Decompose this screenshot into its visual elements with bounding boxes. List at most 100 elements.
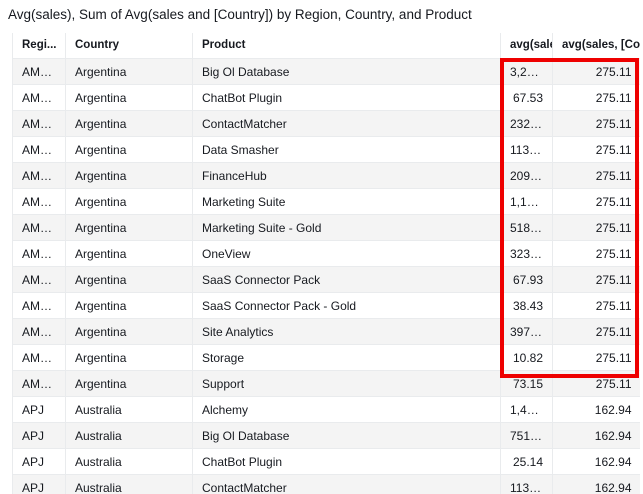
table-cell: Argentina — [65, 162, 193, 189]
column-header-product[interactable]: Product — [192, 33, 501, 59]
table-cell: 67.93 — [500, 266, 553, 293]
table-row[interactable]: AMER Argentina ChatBot Plugin 67.53 275.11 — [12, 84, 640, 111]
table-row[interactable]: AMER Argentina Marketing Suite 1,137.94 275.… — [12, 188, 640, 215]
table-cell: 73.15 — [500, 370, 553, 397]
table-cell: 1,479.97 — [500, 396, 553, 423]
table-row[interactable]: AMER Argentina SaaS Connector Pack 67.93 275… — [12, 266, 640, 293]
table-cell: 323.41 — [500, 240, 553, 267]
table-cell: 275.11 — [552, 188, 640, 215]
table-cell: 232.22 — [500, 110, 553, 137]
table-cell: 162.94 — [552, 422, 640, 449]
table-body: AMER Argentina Big Ol Database 3,299.95 275.… — [12, 58, 640, 494]
table-row[interactable]: AMER Argentina OneView 323.41 275.11 — [12, 240, 640, 267]
table-cell: 162.94 — [552, 396, 640, 423]
table-cell: 162.94 — [552, 448, 640, 475]
table-cell: 275.11 — [552, 136, 640, 163]
table-cell: APJ — [12, 474, 66, 494]
table-cell: 1,137.94 — [500, 188, 553, 215]
table-cell: Argentina — [65, 318, 193, 345]
table-cell: AMER — [12, 188, 66, 215]
table-cell: AMER — [12, 162, 66, 189]
table-cell: 67.53 — [500, 84, 553, 111]
table-cell: Data Smasher — [192, 136, 501, 163]
table-cell: APJ — [12, 396, 66, 423]
table-cell: 275.11 — [552, 292, 640, 319]
table-cell: 3,299.95 — [500, 58, 553, 85]
table-cell: 275.11 — [552, 266, 640, 293]
table-cell: 751.26 — [500, 422, 553, 449]
table-row[interactable]: APJ Australia ContactMatcher 113.16 162.94 — [12, 474, 640, 494]
table-cell: 162.94 — [552, 474, 640, 494]
table-cell: 275.11 — [552, 214, 640, 241]
table-cell: Argentina — [65, 344, 193, 371]
table-cell: Argentina — [65, 110, 193, 137]
table-cell: 275.11 — [552, 344, 640, 371]
column-header-avg-sales-country[interactable]: avg(sales, [Country]) — [552, 33, 640, 59]
table-cell: Storage — [192, 344, 501, 371]
table-cell: AMER — [12, 344, 66, 371]
table-cell: APJ — [12, 448, 66, 475]
table-cell: 518.79 — [500, 214, 553, 241]
table-cell: Australia — [65, 474, 193, 494]
table-cell: 275.11 — [552, 162, 640, 189]
table-row[interactable]: AMER Argentina ContactMatcher 232.22 275.11 — [12, 110, 640, 137]
table-cell: Argentina — [65, 58, 193, 85]
table-cell: AMER — [12, 110, 66, 137]
table-cell: 113.73 — [500, 136, 553, 163]
table-cell: AMER — [12, 370, 66, 397]
table-cell: Support — [192, 370, 501, 397]
table-row[interactable]: APJ Australia ChatBot Plugin 25.14 162.94 — [12, 448, 640, 475]
table-cell: SaaS Connector Pack - Gold — [192, 292, 501, 319]
table-cell: AMER — [12, 58, 66, 85]
table-cell: 275.11 — [552, 370, 640, 397]
table-cell: AMER — [12, 318, 66, 345]
data-table-scroll-area[interactable]: Regi... Country Product avg(sales) avg(s… — [12, 33, 640, 494]
table-cell: ChatBot Plugin — [192, 84, 501, 111]
table-cell: AMER — [12, 240, 66, 267]
table-cell: ChatBot Plugin — [192, 448, 501, 475]
table-row[interactable]: AMER Argentina SaaS Connector Pack - Gold 3… — [12, 292, 640, 319]
column-header-avg-sales[interactable]: avg(sales) — [500, 33, 553, 59]
table-cell: 397.53 — [500, 318, 553, 345]
table-row[interactable]: AMER Argentina Site Analytics 397.53 275.11 — [12, 318, 640, 345]
table-cell: 38.43 — [500, 292, 553, 319]
page-title: Avg(sales), Sum of Avg(sales and [Countr… — [8, 7, 472, 22]
table-cell: FinanceHub — [192, 162, 501, 189]
table-cell: AMER — [12, 84, 66, 111]
table-cell: ContactMatcher — [192, 110, 501, 137]
table-row[interactable]: AMER Argentina Support 73.15 275.11 — [12, 370, 640, 397]
table-cell: Australia — [65, 396, 193, 423]
table-cell: Australia — [65, 422, 193, 449]
table-row[interactable]: APJ Australia Alchemy 1,479.97 162.94 — [12, 396, 640, 423]
table-cell: Australia — [65, 448, 193, 475]
table-cell: Argentina — [65, 370, 193, 397]
table-cell: AMER — [12, 292, 66, 319]
table-cell: 275.11 — [552, 318, 640, 345]
table-row[interactable]: AMER Argentina Storage 10.82 275.11 — [12, 344, 640, 371]
table-row[interactable]: APJ Australia Big Ol Database 751.26 162.94 — [12, 422, 640, 449]
table-cell: Argentina — [65, 266, 193, 293]
table-row[interactable]: AMER Argentina Big Ol Database 3,299.95 275.… — [12, 58, 640, 85]
table-cell: 275.11 — [552, 58, 640, 85]
table-row[interactable]: AMER Argentina Marketing Suite - Gold 518.7… — [12, 214, 640, 241]
table-cell: Argentina — [65, 84, 193, 111]
table-row[interactable]: AMER Argentina Data Smasher 113.73 275.11 — [12, 136, 640, 163]
table-cell: AMER — [12, 136, 66, 163]
table-cell: Argentina — [65, 240, 193, 267]
table-header: Regi... Country Product avg(sales) avg(s… — [12, 33, 640, 59]
table-cell: 25.14 — [500, 448, 553, 475]
column-header-region[interactable]: Regi... — [12, 33, 66, 59]
table-cell: AMER — [12, 266, 66, 293]
column-header-country[interactable]: Country — [65, 33, 193, 59]
table-row[interactable]: AMER Argentina FinanceHub 209.86 275.11 — [12, 162, 640, 189]
table-cell: 10.82 — [500, 344, 553, 371]
table-cell: Argentina — [65, 292, 193, 319]
table-cell: 275.11 — [552, 240, 640, 267]
table-cell: APJ — [12, 422, 66, 449]
table-cell: 113.16 — [500, 474, 553, 494]
table-cell: 275.11 — [552, 84, 640, 111]
table-cell: Argentina — [65, 188, 193, 215]
table-cell: Alchemy — [192, 396, 501, 423]
table-cell: OneView — [192, 240, 501, 267]
